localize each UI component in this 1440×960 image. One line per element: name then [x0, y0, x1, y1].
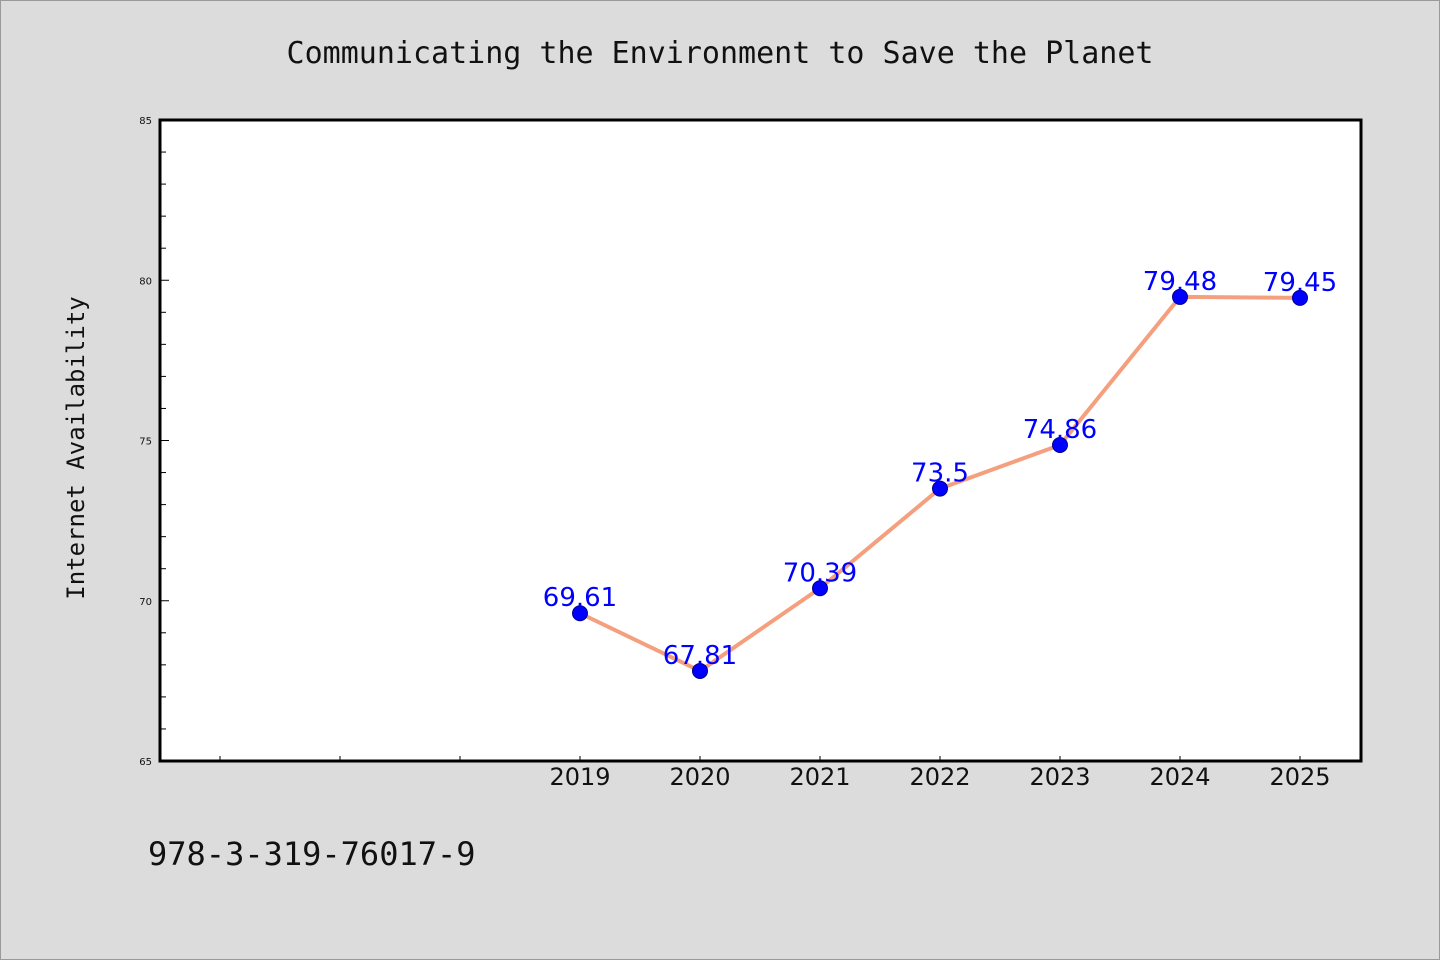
data-label-layer: 69.61 67.81 70.39 73.5 74.86 79.48 79.45 [543, 267, 1337, 671]
x-tick-label: 2020 [669, 763, 730, 791]
plot-area [158, 118, 1363, 763]
y-tick-label: 85 [139, 116, 152, 127]
y-axis-label: Internet Availability [62, 296, 90, 599]
data-label: 70.39 [783, 558, 857, 588]
data-point [1052, 436, 1068, 453]
isbn-text: 978-3-319-76017-9 [148, 835, 476, 873]
data-point [812, 580, 828, 597]
x-axis: 2019 2020 2021 2022 2023 2024 2025 [219, 756, 1331, 791]
data-point [1292, 289, 1308, 306]
x-tick-label: 2019 [549, 763, 610, 791]
y-tick-label: 80 [139, 276, 152, 287]
data-label: 79.45 [1263, 268, 1337, 298]
data-label: 74.86 [1023, 415, 1097, 445]
data-label: 79.48 [1143, 267, 1217, 297]
data-point [572, 605, 588, 622]
y-tick-label: 75 [139, 437, 152, 448]
data-label: 73.5 [911, 459, 969, 489]
x-tick-label: 2023 [1029, 763, 1090, 791]
y-axis: 65 70 75 80 85 [139, 116, 169, 768]
data-label: 69.61 [543, 583, 617, 613]
x-tick-label: 2024 [1149, 763, 1210, 791]
y-tick-label: 65 [139, 757, 152, 768]
chart-title: Communicating the Environment to Save th… [287, 36, 1154, 71]
x-tick-label: 2025 [1269, 763, 1330, 791]
data-point [692, 662, 708, 679]
data-point [932, 480, 948, 497]
data-label: 67.81 [663, 641, 737, 671]
x-tick-label: 2022 [909, 763, 970, 791]
y-tick-label: 70 [139, 597, 152, 608]
x-tick-label: 2021 [789, 763, 850, 791]
data-point [1172, 288, 1188, 305]
series-layer [572, 288, 1308, 679]
